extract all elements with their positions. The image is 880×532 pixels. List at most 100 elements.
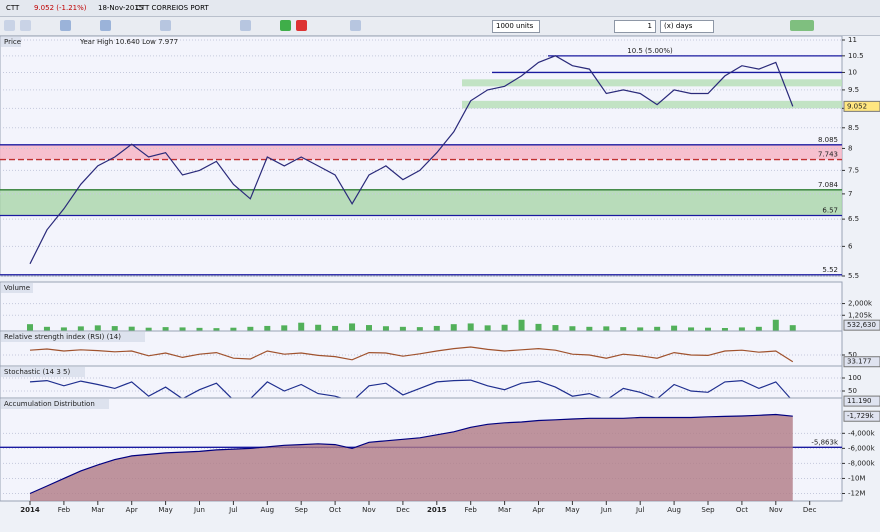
indicator-line xyxy=(29,379,794,403)
volume-bar xyxy=(416,327,423,333)
y-tick-label: -8,000k xyxy=(848,459,876,467)
y-tick-label: 10 xyxy=(848,68,857,76)
zoom-tool[interactable] xyxy=(20,20,31,31)
last-value-label: 33.177 xyxy=(847,358,872,366)
interval-input[interactable]: 1 xyxy=(614,20,656,33)
x-tick-label: Feb xyxy=(464,506,477,514)
x-tick-label: Mar xyxy=(498,506,511,514)
chart-type-button[interactable] xyxy=(790,20,814,31)
volume-bar xyxy=(467,323,474,333)
instrument-name: CTT CORREIOS PORT xyxy=(136,4,209,12)
y-tick-label: 100 xyxy=(848,374,861,382)
toolbar: 1000 units 1 (x) days xyxy=(0,17,880,36)
x-tick-label: May xyxy=(565,506,579,514)
volume-bar xyxy=(552,325,559,333)
x-tick-label: Dec xyxy=(396,506,410,514)
volume-bar xyxy=(586,326,593,333)
x-tick-label: Apr xyxy=(126,506,138,514)
x-tick-label: Aug xyxy=(260,506,274,514)
volume-bar xyxy=(77,326,84,333)
volume-bar xyxy=(399,326,406,333)
volume-bar xyxy=(382,326,389,333)
price-zone xyxy=(0,144,842,160)
volume-bar xyxy=(145,327,152,333)
line-tool[interactable] xyxy=(60,20,71,31)
volume-bar xyxy=(94,325,101,333)
volume-bar xyxy=(111,326,118,333)
price-zone xyxy=(462,100,842,109)
y-tick-label: 5.5 xyxy=(848,272,859,280)
y-tick-label: 50 xyxy=(848,387,857,395)
last-value-box xyxy=(843,319,880,331)
symbol[interactable]: CTT xyxy=(6,4,20,12)
y-tick-label: 6 xyxy=(848,242,853,250)
x-tick-label: Dec xyxy=(803,506,817,514)
volume-bar xyxy=(671,325,678,333)
y-tick-label: 8 xyxy=(848,144,852,152)
text-tool[interactable] xyxy=(240,20,251,31)
x-tick-label: Jul xyxy=(228,506,238,514)
level-label: 8.085 xyxy=(818,136,838,144)
volume-bar xyxy=(705,327,711,333)
x-tick-label: 2014 xyxy=(20,506,40,514)
volume-bar xyxy=(433,325,440,333)
y-tick-label: -10M xyxy=(848,474,865,482)
volume-bar xyxy=(450,324,457,333)
volume-bar xyxy=(230,327,237,333)
grid-tool[interactable] xyxy=(350,20,361,31)
cursor-tool[interactable] xyxy=(4,20,15,31)
volume-bar xyxy=(332,325,339,333)
x-tick-label: Sep xyxy=(295,506,309,514)
last-value-label: 11.190 xyxy=(847,397,872,405)
panel-title-box xyxy=(1,283,33,293)
y-tick-label: 7.5 xyxy=(848,166,859,174)
x-tick-label: Jun xyxy=(600,506,612,514)
title-bar: CTT 9.052 (-1.21%) 18-Nov-2015 CTT CORRE… xyxy=(0,0,880,17)
volume-bar xyxy=(501,324,508,333)
x-tick-label: Oct xyxy=(329,506,341,514)
volume-bar xyxy=(569,326,576,333)
panel-title: Relative strength index (RSI) (14) xyxy=(4,333,121,341)
sell-arrow-tool[interactable] xyxy=(296,20,307,31)
y-tick-label: 6.5 xyxy=(848,215,859,223)
last-value-box xyxy=(843,356,880,368)
panel-title-box xyxy=(1,332,145,342)
y-tick-label: -6,000k xyxy=(848,444,876,452)
channel-tool[interactable] xyxy=(100,20,111,31)
level-label: -5,863k xyxy=(811,438,839,446)
fib-tool[interactable] xyxy=(160,20,171,31)
x-tick-label: Feb xyxy=(58,506,71,514)
volume-bar xyxy=(27,324,33,333)
panel-subtitle: Year High 10.640 Low 7.977 xyxy=(79,38,178,46)
level-label: 6.57 xyxy=(822,206,838,214)
y-tick-label: 9.5 xyxy=(848,86,859,94)
volume-bar xyxy=(721,327,728,333)
y-tick-label: 11 xyxy=(848,36,857,44)
y-tick-label: -4,000k xyxy=(848,429,876,437)
x-tick-label: May xyxy=(158,506,172,514)
volume-bar xyxy=(298,322,305,333)
last-value-label: -1,729k xyxy=(847,412,875,420)
level-label: 7.084 xyxy=(818,181,839,189)
last-value-box xyxy=(843,395,880,407)
x-tick-label: Mar xyxy=(91,506,104,514)
units-select[interactable]: 1000 units xyxy=(492,20,540,33)
volume-bar xyxy=(128,326,135,333)
panel-title-box xyxy=(1,367,85,377)
quote: 9.052 (-1.21%) xyxy=(34,4,87,12)
interval-unit-select[interactable]: (x) days xyxy=(660,20,714,33)
x-tick-label: 2015 xyxy=(427,506,447,514)
buy-arrow-tool[interactable] xyxy=(280,20,291,31)
quote-date: 18-Nov-2015 xyxy=(98,4,144,12)
volume-bar xyxy=(535,323,542,333)
y-tick-label: 10.5 xyxy=(848,52,864,60)
resistance-label: 10.5 (5.00%) xyxy=(627,47,673,55)
y-tick-label: 50 xyxy=(848,351,857,359)
panel-title-box xyxy=(1,37,21,47)
last-value-box xyxy=(843,410,880,422)
volume-bar xyxy=(162,327,169,333)
panel-title: Stochastic (14 3 5) xyxy=(4,368,70,376)
volume-bar xyxy=(688,327,695,333)
volume-bar xyxy=(60,327,67,333)
volume-bar xyxy=(315,324,322,333)
